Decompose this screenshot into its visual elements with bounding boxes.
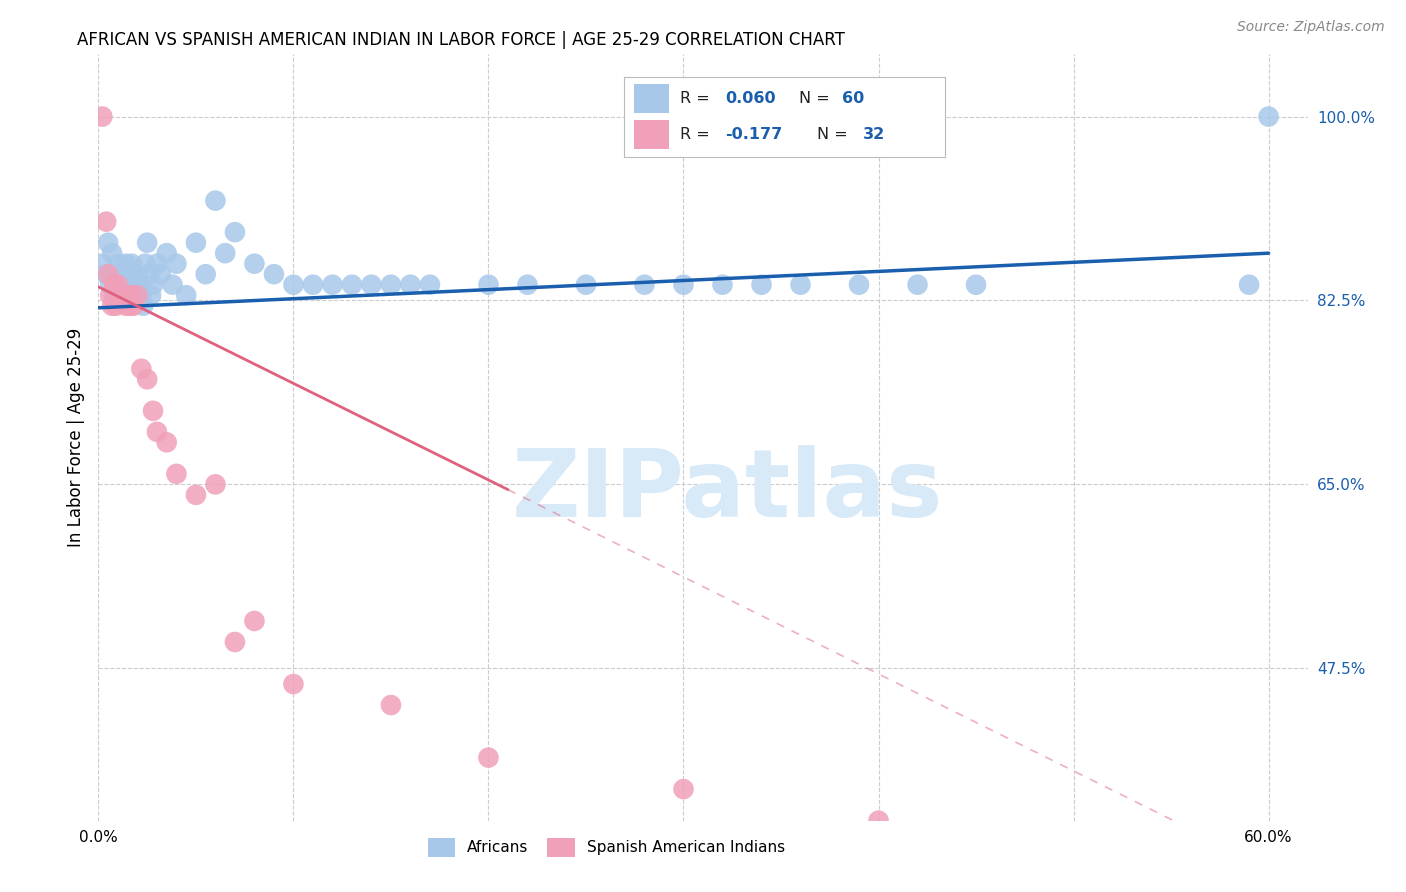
Point bbox=[224, 225, 246, 239]
Point bbox=[124, 288, 146, 302]
Point bbox=[965, 277, 987, 292]
Text: AFRICAN VS SPANISH AMERICAN INDIAN IN LABOR FORCE | AGE 25-29 CORRELATION CHART: AFRICAN VS SPANISH AMERICAN INDIAN IN LA… bbox=[77, 31, 845, 49]
Point bbox=[380, 698, 402, 712]
Point bbox=[136, 235, 159, 250]
Point bbox=[149, 267, 172, 281]
Point bbox=[121, 257, 143, 271]
Point bbox=[477, 750, 499, 764]
Point bbox=[121, 288, 143, 302]
Point bbox=[156, 435, 179, 450]
Point bbox=[399, 277, 422, 292]
Point bbox=[104, 267, 127, 281]
Point bbox=[194, 267, 217, 281]
Point bbox=[142, 277, 165, 292]
Point bbox=[516, 277, 538, 292]
Point bbox=[204, 477, 226, 491]
Point bbox=[128, 277, 150, 292]
Legend: Africans, Spanish American Indians: Africans, Spanish American Indians bbox=[422, 832, 792, 863]
Point bbox=[117, 288, 139, 302]
Point bbox=[127, 288, 149, 302]
Point bbox=[868, 814, 890, 828]
Text: ZIPatlas: ZIPatlas bbox=[512, 445, 943, 537]
Point bbox=[118, 267, 141, 281]
Point bbox=[117, 288, 139, 302]
Point bbox=[138, 267, 160, 281]
Point bbox=[283, 677, 305, 691]
Point bbox=[174, 288, 197, 302]
Point bbox=[122, 299, 145, 313]
Point bbox=[419, 277, 441, 292]
Point bbox=[114, 299, 136, 313]
Point bbox=[380, 277, 402, 292]
Point bbox=[96, 214, 118, 228]
Point bbox=[672, 277, 695, 292]
Point bbox=[340, 277, 363, 292]
Point bbox=[127, 267, 149, 281]
Point bbox=[104, 299, 127, 313]
Point bbox=[165, 467, 187, 481]
Point bbox=[111, 267, 134, 281]
Point bbox=[91, 257, 114, 271]
Point bbox=[101, 246, 124, 260]
Point bbox=[848, 277, 870, 292]
Point bbox=[360, 277, 382, 292]
Point bbox=[112, 277, 135, 292]
Point bbox=[302, 277, 325, 292]
Point bbox=[108, 288, 131, 302]
Point bbox=[711, 277, 734, 292]
Point bbox=[184, 235, 207, 250]
Point bbox=[156, 246, 179, 260]
Point bbox=[1237, 277, 1260, 292]
Point bbox=[103, 288, 125, 302]
Point bbox=[107, 257, 129, 271]
Point bbox=[751, 277, 773, 292]
Point bbox=[214, 246, 236, 260]
Point bbox=[633, 277, 655, 292]
Point bbox=[131, 361, 153, 376]
Point bbox=[118, 299, 141, 313]
Point bbox=[224, 635, 246, 649]
Point bbox=[131, 288, 153, 302]
Point bbox=[98, 277, 121, 292]
Point bbox=[98, 288, 121, 302]
Point bbox=[136, 372, 159, 386]
Point bbox=[103, 277, 125, 292]
Point bbox=[575, 277, 598, 292]
Point bbox=[101, 299, 124, 313]
Point bbox=[108, 288, 131, 302]
Point bbox=[321, 277, 343, 292]
Text: Source: ZipAtlas.com: Source: ZipAtlas.com bbox=[1237, 20, 1385, 34]
Point bbox=[142, 404, 165, 418]
Point bbox=[1257, 110, 1279, 124]
Point bbox=[477, 277, 499, 292]
Point bbox=[132, 299, 155, 313]
Point bbox=[165, 257, 187, 271]
Point bbox=[162, 277, 184, 292]
Point bbox=[243, 614, 266, 628]
Point bbox=[111, 288, 134, 302]
Point bbox=[146, 257, 169, 271]
Point bbox=[204, 194, 226, 208]
Point bbox=[139, 288, 162, 302]
Point bbox=[146, 425, 169, 439]
Y-axis label: In Labor Force | Age 25-29: In Labor Force | Age 25-29 bbox=[66, 327, 84, 547]
Point bbox=[122, 277, 145, 292]
Point bbox=[789, 277, 811, 292]
Point bbox=[263, 267, 285, 281]
Point bbox=[97, 267, 120, 281]
Point bbox=[672, 782, 695, 797]
Point bbox=[114, 257, 136, 271]
Point bbox=[134, 257, 156, 271]
Point bbox=[91, 110, 114, 124]
Point bbox=[283, 277, 305, 292]
Point bbox=[97, 235, 120, 250]
Point bbox=[96, 267, 118, 281]
Point bbox=[184, 488, 207, 502]
Point bbox=[107, 277, 129, 292]
Point bbox=[243, 257, 266, 271]
Point bbox=[112, 288, 135, 302]
Point bbox=[907, 277, 929, 292]
